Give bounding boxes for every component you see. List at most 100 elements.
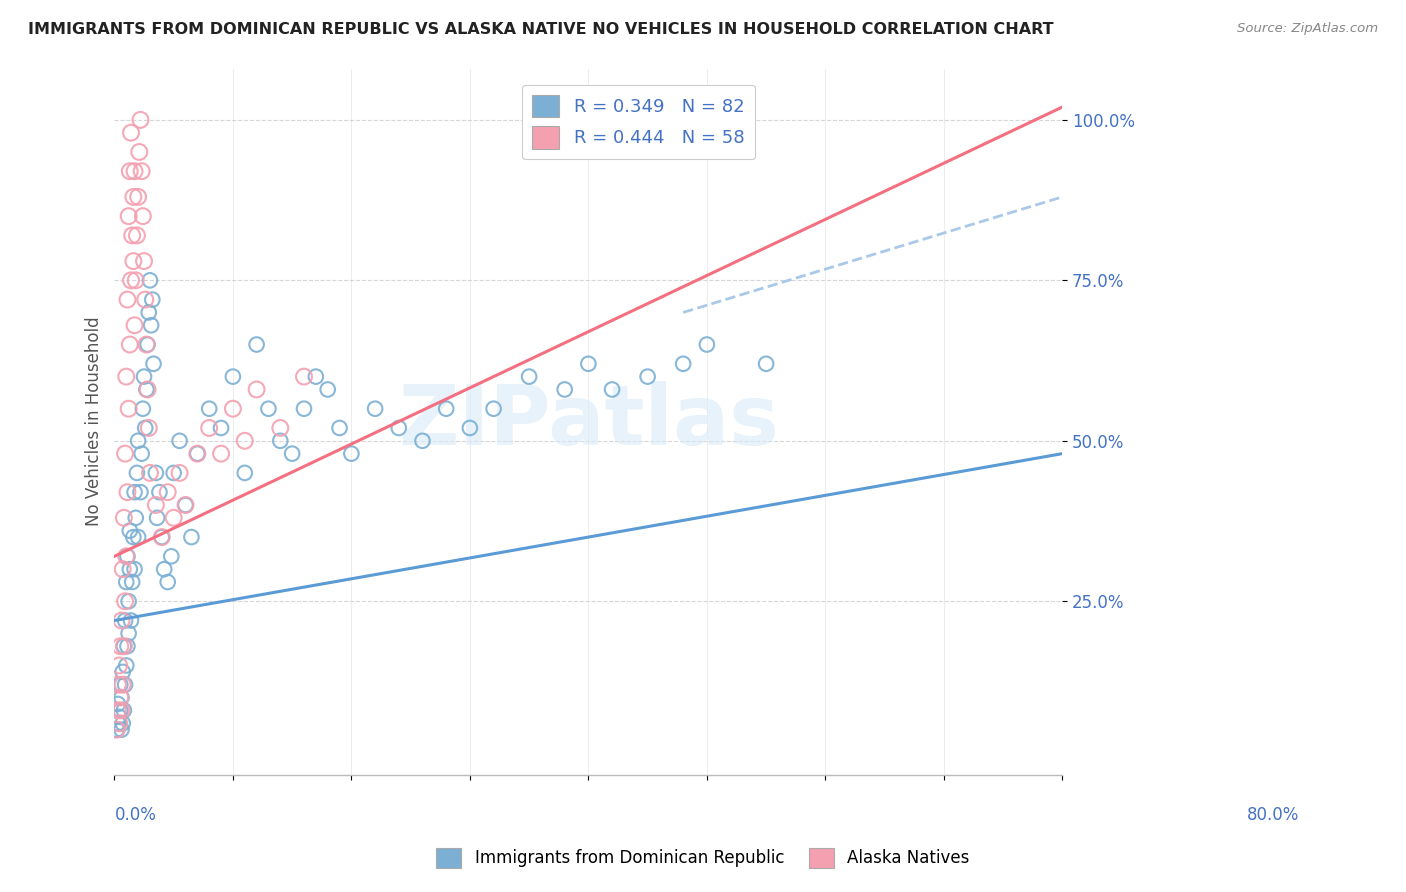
Point — [209, 447, 232, 461]
Point — [117, 639, 139, 653]
Point — [115, 549, 138, 564]
Text: IMMIGRANTS FROM DOMINICAN REPUBLIC VS ALASKA NATIVE NO VEHICLES IN HOUSEHOLD COR: IMMIGRANTS FROM DOMINICAN REPUBLIC VS AL… — [28, 22, 1053, 37]
Point — [120, 126, 142, 140]
Point — [121, 574, 143, 589]
Point — [672, 357, 695, 371]
Point — [107, 703, 129, 717]
Point — [132, 369, 155, 384]
Point — [110, 678, 132, 692]
Point — [125, 466, 148, 480]
Point — [233, 434, 256, 448]
Point — [135, 383, 157, 397]
Point — [131, 164, 153, 178]
Point — [222, 401, 245, 416]
Point — [148, 485, 170, 500]
Point — [209, 421, 232, 435]
Point — [111, 716, 134, 731]
Point — [108, 716, 131, 731]
Point — [186, 447, 208, 461]
Point — [145, 498, 167, 512]
Point — [131, 447, 153, 461]
Point — [316, 383, 339, 397]
Point — [169, 434, 191, 448]
Point — [129, 112, 152, 127]
Point — [246, 383, 269, 397]
Point — [118, 164, 141, 178]
Point — [124, 164, 146, 178]
Point — [269, 434, 291, 448]
Point — [117, 485, 139, 500]
Point — [117, 293, 139, 307]
Point — [305, 369, 328, 384]
Point — [127, 434, 149, 448]
Point — [139, 273, 162, 287]
Point — [156, 574, 179, 589]
Point — [128, 145, 150, 159]
Point — [115, 574, 138, 589]
Point — [118, 524, 141, 538]
Text: ZIPatlas: ZIPatlas — [398, 381, 779, 462]
Point — [160, 549, 183, 564]
Point — [1288, 112, 1310, 127]
Point — [125, 228, 148, 243]
Point — [115, 369, 138, 384]
Point — [246, 337, 269, 351]
Point — [169, 466, 191, 480]
Point — [117, 626, 139, 640]
Point — [257, 401, 280, 416]
Point — [122, 254, 145, 268]
Point — [198, 421, 221, 435]
Point — [174, 498, 197, 512]
Point — [110, 690, 132, 705]
Point — [269, 421, 291, 435]
Point — [125, 273, 148, 287]
Text: Source: ZipAtlas.com: Source: ZipAtlas.com — [1237, 22, 1378, 36]
Point — [150, 530, 173, 544]
Point — [755, 357, 778, 371]
Y-axis label: No Vehicles in Household: No Vehicles in Household — [86, 317, 103, 526]
Point — [132, 209, 155, 223]
Point — [411, 434, 433, 448]
Point — [146, 511, 169, 525]
Point — [107, 678, 129, 692]
Point — [180, 530, 202, 544]
Point — [117, 594, 139, 608]
Point — [112, 639, 135, 653]
Point — [233, 466, 256, 480]
Point — [127, 530, 149, 544]
Legend: R = 0.349   N = 82, R = 0.444   N = 58: R = 0.349 N = 82, R = 0.444 N = 58 — [522, 85, 755, 160]
Point — [127, 190, 149, 204]
Point — [139, 318, 162, 333]
Point — [281, 447, 304, 461]
Point — [134, 293, 156, 307]
Point — [107, 697, 129, 711]
Point — [458, 421, 481, 435]
Point — [122, 190, 145, 204]
Point — [482, 401, 505, 416]
Point — [222, 369, 245, 384]
Point — [517, 369, 540, 384]
Point — [163, 466, 186, 480]
Point — [129, 485, 152, 500]
Point — [121, 228, 143, 243]
Point — [110, 639, 132, 653]
Point — [111, 678, 134, 692]
Point — [600, 383, 623, 397]
Point — [110, 703, 132, 717]
Point — [108, 658, 131, 673]
Point — [136, 337, 159, 351]
Point — [118, 562, 141, 576]
Point — [364, 401, 387, 416]
Point — [124, 318, 146, 333]
Point — [114, 614, 136, 628]
Point — [292, 369, 315, 384]
Point — [434, 401, 457, 416]
Point — [156, 485, 179, 500]
Point — [112, 639, 135, 653]
Point — [110, 723, 132, 737]
Point — [328, 421, 350, 435]
Point — [132, 254, 155, 268]
Point — [118, 337, 141, 351]
Point — [114, 594, 136, 608]
Point — [138, 421, 160, 435]
